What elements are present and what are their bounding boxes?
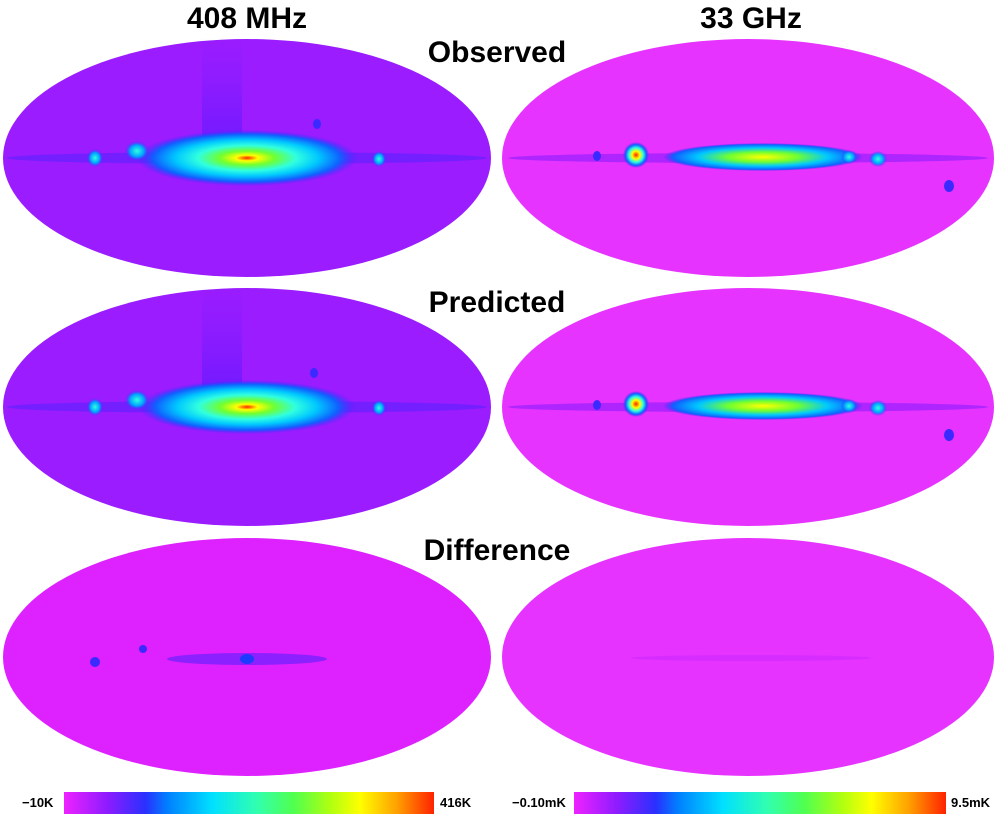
- cygnus-source: [125, 390, 149, 410]
- cygnus-source: [623, 142, 649, 168]
- colorbar-33-min-label: −0.10mK: [512, 795, 566, 810]
- map-33-predicted: [502, 288, 994, 526]
- map-33-observed: [502, 39, 994, 277]
- row-title-observed: Observed: [427, 36, 567, 69]
- map-408-difference: [3, 538, 491, 776]
- colorbar-33-max-label: 9.5mK: [951, 795, 991, 810]
- galactic-bulge: [137, 130, 357, 186]
- point-source: [841, 399, 857, 413]
- column-title-33ghz: 33 GHz: [700, 2, 802, 35]
- cas-a-residual: [90, 657, 100, 667]
- vela-source: [869, 400, 887, 416]
- cas-a-source: [87, 398, 103, 416]
- cygnus-residual: [139, 645, 147, 653]
- galactic-plane-emission: [663, 392, 863, 420]
- colorbar-408-min-label: −10K: [22, 795, 54, 810]
- orion-source: [944, 429, 954, 441]
- map-408-predicted: [3, 287, 491, 526]
- colorbar-gradient: [64, 792, 434, 814]
- cygnus-source: [623, 391, 649, 417]
- vela-source: [372, 400, 386, 416]
- north-polar-spur: [202, 38, 242, 148]
- galactic-bulge: [139, 380, 355, 434]
- colorbar-33: [574, 792, 946, 814]
- colorbar-408-max-label: 416K: [440, 795, 472, 810]
- cygnus-source: [125, 141, 149, 161]
- galactic-center-residual: [240, 654, 254, 664]
- colorbar-gradient: [574, 792, 946, 814]
- vela-source: [372, 151, 386, 167]
- row-title-difference: Difference: [423, 534, 571, 567]
- point-source: [310, 368, 318, 378]
- map-33-difference: [502, 538, 994, 776]
- row-title-predicted: Predicted: [428, 286, 566, 319]
- vela-source: [869, 151, 887, 167]
- point-source: [313, 119, 321, 129]
- column-title-408mhz: 408 MHz: [186, 2, 308, 35]
- point-source: [593, 400, 601, 410]
- cas-a-source: [87, 149, 103, 167]
- colorbar-408: [64, 792, 434, 814]
- orion-source: [944, 180, 954, 192]
- galactic-plane-residual: [631, 655, 871, 661]
- point-source: [593, 151, 601, 161]
- point-source: [841, 150, 857, 164]
- north-polar-spur: [202, 287, 242, 397]
- galactic-plane-emission: [663, 143, 863, 171]
- map-408-observed: [3, 38, 491, 277]
